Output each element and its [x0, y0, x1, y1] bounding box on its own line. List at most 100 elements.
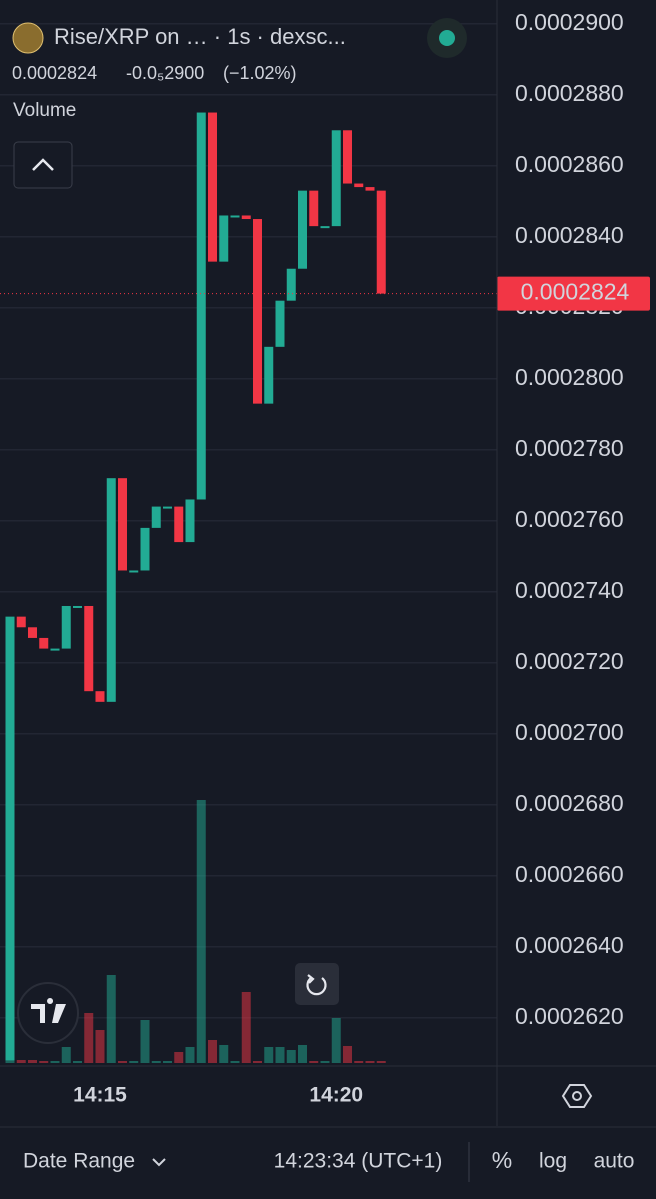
candle-body	[354, 183, 364, 188]
price-axis: 0.0002620 0.0002640 0.0002660 0.0002680 0.00…	[0, 9, 650, 1029]
token-logo	[12, 22, 44, 54]
volume-bar	[331, 1018, 341, 1063]
collapse-button[interactable]	[13, 141, 73, 189]
volume-bar	[151, 1061, 161, 1063]
logo-mark	[31, 998, 66, 1023]
candle-body	[50, 648, 60, 651]
candle-body	[365, 187, 375, 191]
y-tick-label: 0.0002720	[515, 648, 624, 674]
chart-title: Rise/XRP on … · 1s · dexsc...	[54, 24, 346, 49]
candle-body	[84, 605, 94, 692]
y-tick-label: 0.0002780	[515, 435, 624, 461]
y-tick-label: 0.0002740	[515, 577, 624, 603]
button-frame	[295, 963, 339, 1005]
candle-body	[61, 605, 71, 649]
y-tick-label: 0.0002800	[515, 364, 624, 390]
volume-bar	[140, 1020, 150, 1063]
x-tick-label: 14:20	[309, 1084, 363, 1107]
tv-logo[interactable]	[17, 982, 79, 1044]
candle-body	[264, 346, 274, 404]
volume-bar	[286, 1050, 296, 1063]
candle-body	[208, 112, 217, 262]
price-change: -0.0₅2900	[126, 63, 204, 83]
candle-body	[196, 112, 206, 500]
log-button[interactable]: log	[539, 1150, 567, 1173]
candle-body	[253, 219, 262, 404]
volume-bar	[163, 1061, 172, 1063]
y-tick-label: 0.0002660	[515, 861, 624, 887]
percent-change: (−1.02%)	[223, 63, 297, 83]
candle-body	[286, 268, 296, 301]
volume-bar	[118, 1061, 127, 1063]
volume-bar	[365, 1061, 375, 1063]
logo-ring	[17, 982, 79, 1044]
candle-body	[241, 215, 251, 220]
candle-body	[230, 215, 240, 218]
y-tick-label: 0.0002680	[515, 790, 624, 816]
candle-body	[95, 691, 105, 702]
volume-bar	[241, 992, 251, 1063]
settings-button[interactable]	[561, 1084, 593, 1108]
volume-bar	[275, 1047, 285, 1063]
volume-bar	[50, 1061, 60, 1063]
volume-bar	[174, 1052, 184, 1063]
volume-bar	[208, 1040, 217, 1063]
candle-body	[129, 570, 139, 573]
candle-body	[185, 499, 195, 543]
volume-bar	[185, 1047, 195, 1063]
volume-bar	[219, 1045, 229, 1063]
auto-button[interactable]: auto	[594, 1150, 635, 1173]
candle-body	[140, 527, 150, 571]
percent-button[interactable]: %	[492, 1147, 512, 1173]
settings-icon-center	[572, 1091, 582, 1101]
candle-body	[219, 215, 229, 262]
y-tick-label: 0.0002700	[515, 719, 624, 745]
y-tick-label: 0.0002640	[515, 932, 624, 958]
button-frame	[13, 141, 73, 189]
status-dot	[439, 30, 455, 46]
volume-bar	[129, 1061, 139, 1063]
candle-body	[106, 478, 116, 702]
date-range-button[interactable]: Date Range	[23, 1150, 135, 1173]
reset-icon	[306, 977, 327, 996]
volume-bar	[354, 1061, 364, 1063]
clock: 14:23:34 (UTC+1)	[274, 1150, 443, 1173]
x-tick-label: 14:15	[73, 1084, 127, 1107]
candle-body	[151, 506, 161, 528]
candle-body	[174, 506, 184, 543]
candle-body	[163, 506, 172, 509]
candle-layer	[5, 112, 386, 1061]
volume-bar	[298, 1045, 307, 1063]
grid	[0, 23, 497, 1019]
candle-body	[298, 190, 307, 269]
candle-body	[320, 226, 330, 229]
indicator-label: Volume	[13, 100, 76, 121]
candle-body	[28, 627, 37, 638]
volume-bar	[95, 1030, 105, 1063]
last-price-label: 0.0002824	[521, 279, 630, 305]
candle-body	[331, 130, 341, 227]
dropdown-icon	[152, 1158, 166, 1167]
candle-body	[309, 190, 319, 227]
volume-bar	[320, 1061, 330, 1063]
candle-body	[118, 478, 127, 571]
volume-bar	[230, 1061, 240, 1063]
y-tick-label: 0.0002840	[515, 222, 624, 248]
volume-bar	[343, 1046, 352, 1063]
reset-button[interactable]	[295, 963, 339, 1005]
volume-bar	[196, 800, 206, 1063]
reset-arrow	[307, 974, 315, 984]
y-tick-label: 0.0002620	[515, 1003, 624, 1029]
volume-bar	[61, 1047, 71, 1063]
volume-bar	[376, 1061, 386, 1063]
y-tick-label: 0.0002880	[515, 80, 624, 106]
volume-bar	[106, 975, 116, 1063]
candle-body	[376, 190, 386, 294]
time-axis: 14:15 14:20	[73, 1084, 363, 1107]
volume-bar	[16, 1060, 26, 1063]
candle-body	[343, 130, 352, 184]
y-tick-label: 0.0002860	[515, 151, 624, 177]
header-price: 0.0002824	[12, 63, 97, 83]
